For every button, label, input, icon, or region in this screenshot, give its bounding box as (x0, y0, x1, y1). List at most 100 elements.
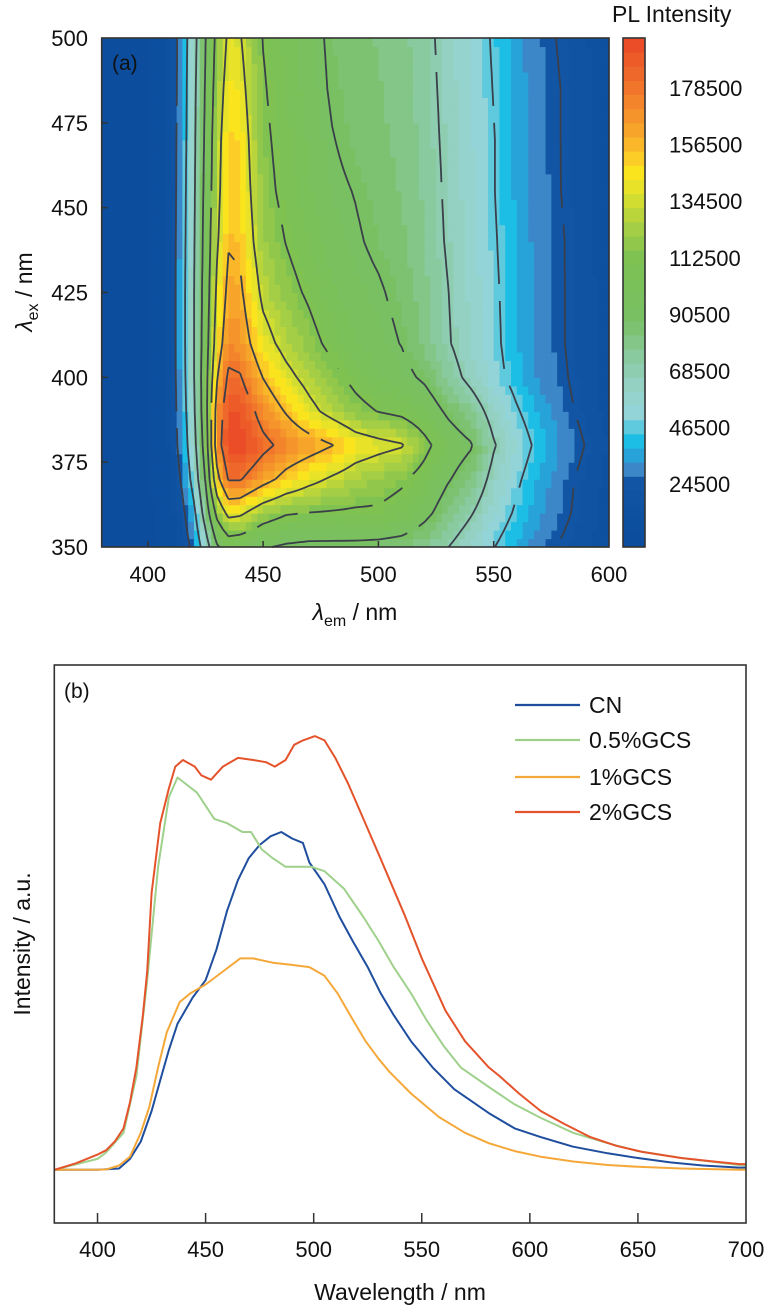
heatmap-cell (366, 538, 374, 548)
heatmap-cell (216, 530, 224, 540)
heatmap-cell (257, 224, 264, 234)
heatmap-cell (499, 122, 506, 132)
heatmap-cell (401, 326, 408, 336)
heatmap-cell (263, 182, 270, 192)
heatmap-cell (389, 63, 397, 73)
heatmap-cell (580, 479, 587, 489)
heatmap-cell (245, 513, 253, 523)
heatmap-cell (222, 513, 230, 523)
heatmap-cell (580, 139, 587, 149)
heatmap-cell (268, 487, 276, 497)
heatmap-cell (545, 250, 552, 260)
heatmap-cell (338, 470, 345, 480)
heatmap-cell (580, 351, 587, 361)
heatmap-cell (234, 453, 241, 463)
heatmap-cell (193, 419, 201, 429)
heatmap-cell (263, 521, 270, 531)
heatmap-cell (430, 97, 437, 107)
heatmap-cell (568, 334, 576, 344)
heatmap-cell (286, 419, 293, 429)
heatmap-cell (372, 504, 380, 514)
heatmap-cell (205, 63, 212, 73)
heatmap-cell (389, 233, 397, 243)
heatmap-cell (303, 300, 310, 311)
heatmap-cell (384, 284, 391, 294)
heatmap-cell (257, 284, 264, 294)
heatmap-cell (130, 173, 137, 183)
heatmap-cell (118, 300, 126, 311)
heatmap-cell (372, 419, 380, 429)
heatmap-cell (557, 275, 564, 285)
heatmap-cell (101, 241, 109, 251)
heatmap-cell (136, 258, 143, 268)
heatmap-cell (603, 360, 610, 370)
heatmap-cell (378, 292, 385, 302)
heatmap-cell (193, 309, 201, 319)
heatmap-cell (436, 470, 443, 480)
heatmap-cell (182, 428, 189, 438)
heatmap-cell (562, 97, 570, 107)
heatmap-cell (338, 216, 345, 226)
heatmap-cell (251, 513, 258, 523)
heatmap-cell (234, 504, 241, 514)
heatmap-cell (142, 368, 149, 378)
heatmap-cell (182, 445, 189, 455)
heatmap-cell (516, 165, 524, 175)
heatmap-cell (257, 88, 264, 98)
heatmap-cell (130, 487, 137, 497)
heatmap-cell (136, 114, 143, 124)
heatmap-cell (326, 233, 333, 243)
heatmap-cell (603, 258, 610, 268)
heatmap-cell (314, 199, 322, 209)
heatmap-cell (487, 351, 495, 361)
heatmap-cell (459, 317, 466, 328)
heatmap-cell (136, 148, 143, 158)
heatmap-cell (326, 436, 333, 446)
heatmap-cell (487, 173, 495, 183)
heatmap-cell (551, 97, 558, 107)
heatmap-cell (320, 334, 328, 344)
heatmap-cell (124, 105, 132, 115)
heatmap-cell (170, 216, 178, 226)
heatmap-cell (505, 139, 512, 149)
heatmap-cell (349, 71, 356, 82)
heatmap-cell (505, 360, 512, 370)
heatmap-cell (545, 445, 552, 455)
heatmap-cell (464, 538, 472, 548)
heatmap-cell (165, 300, 172, 311)
heatmap-cell (378, 419, 385, 429)
heatmap-cell (459, 275, 466, 285)
heatmap-cell (493, 207, 501, 217)
heatmap-cell (263, 173, 270, 183)
heatmap-cell (193, 182, 201, 192)
heatmap-cell (355, 377, 362, 387)
heatmap-cell (522, 292, 529, 302)
heatmap-cell (211, 368, 218, 378)
heatmap-cell (176, 496, 184, 506)
heatmap-cell (338, 300, 345, 311)
heatmap-cell (436, 538, 443, 548)
heatmap-cell (136, 479, 143, 489)
heatmap-cell (222, 199, 230, 209)
heatmap-cell (309, 462, 316, 472)
heatmap-cell (136, 190, 143, 200)
heatmap-cell (147, 343, 155, 353)
heatmap-cell (557, 513, 564, 523)
heatmap-cell (182, 496, 189, 506)
heatmap-cell (424, 258, 431, 268)
heatmap-cell (580, 530, 587, 540)
heatmap-cell (407, 250, 414, 260)
heatmap-cell (597, 139, 604, 149)
heatmap-cell (222, 63, 230, 73)
heatmap-cell (372, 470, 380, 480)
heatmap-cell (407, 385, 414, 395)
heatmap-cell (389, 275, 397, 285)
heatmap-cell (349, 402, 356, 412)
heatmap-cell (395, 326, 403, 336)
heatmap-cell (234, 513, 241, 523)
heatmap-cell (487, 309, 495, 319)
heatmap-cell (343, 377, 351, 387)
heatmap-cell (372, 258, 380, 268)
heatmap-cell (147, 199, 155, 209)
heatmap-cell (407, 530, 414, 540)
